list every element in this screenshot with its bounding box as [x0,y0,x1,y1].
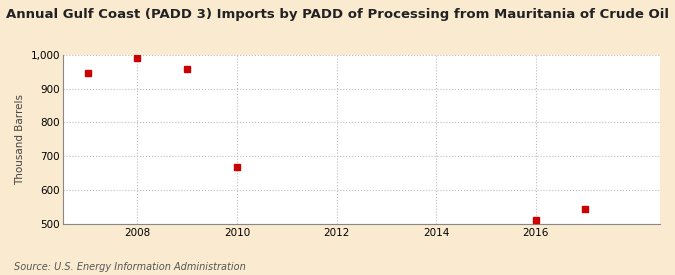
Text: Annual Gulf Coast (PADD 3) Imports by PADD of Processing from Mauritania of Crud: Annual Gulf Coast (PADD 3) Imports by PA… [6,8,669,21]
Y-axis label: Thousand Barrels: Thousand Barrels [15,94,25,185]
Text: Source: U.S. Energy Information Administration: Source: U.S. Energy Information Administ… [14,262,245,272]
